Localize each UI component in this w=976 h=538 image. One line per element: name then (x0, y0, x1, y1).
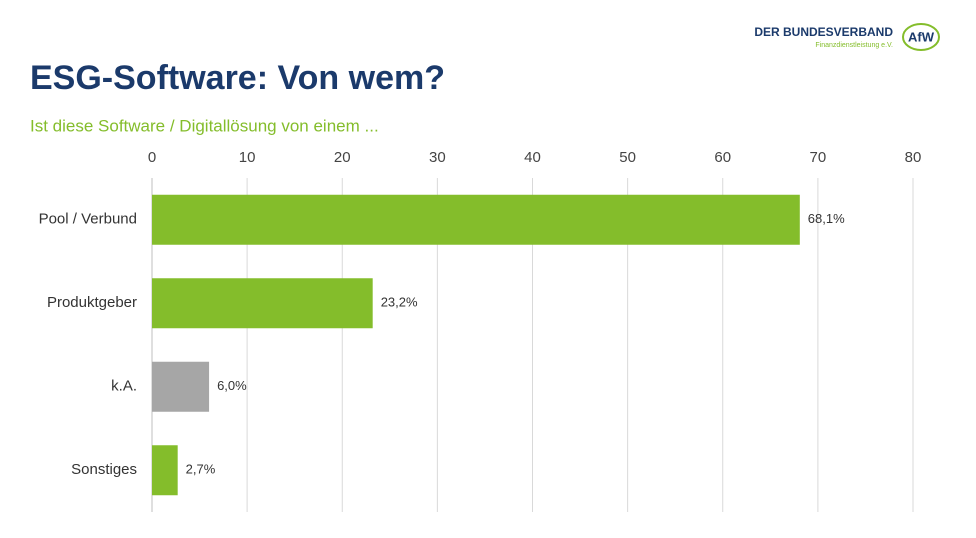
y-tick-label: Sonstiges (71, 461, 137, 478)
x-tick-label: 80 (905, 149, 922, 166)
bar (152, 361, 210, 412)
y-tick-label: k.A. (111, 378, 137, 395)
x-tick-label: 60 (714, 149, 731, 166)
x-tick-label: 50 (619, 149, 636, 166)
value-label: 23,2% (381, 295, 418, 310)
bar (152, 445, 178, 496)
logo-ring (902, 23, 940, 51)
y-tick-label: Produktgeber (47, 294, 137, 311)
y-tick-label: Pool / Verbund (39, 211, 137, 228)
x-tick-label: 0 (148, 149, 156, 166)
x-tick-label: 10 (239, 149, 256, 166)
x-tick-label: 70 (810, 149, 827, 166)
bar (152, 194, 800, 245)
logo-mark: AfW (908, 29, 935, 44)
value-label: 6,0% (217, 378, 247, 393)
logo-subtext: Finanzdienstleistung e.V. (815, 42, 893, 49)
x-tick-label: 30 (429, 149, 446, 166)
x-tick-label: 20 (334, 149, 351, 166)
x-tick-label: 40 (524, 149, 541, 166)
logo-text: DER BUNDESVERBAND (754, 25, 893, 39)
chart-subtitle: Ist diese Software / Digitallösung von e… (30, 116, 379, 135)
value-label: 68,1% (808, 211, 845, 226)
value-label: 2,7% (186, 462, 216, 477)
chart-title: ESG-Software: Von wem? (30, 59, 445, 97)
bar (152, 278, 373, 329)
